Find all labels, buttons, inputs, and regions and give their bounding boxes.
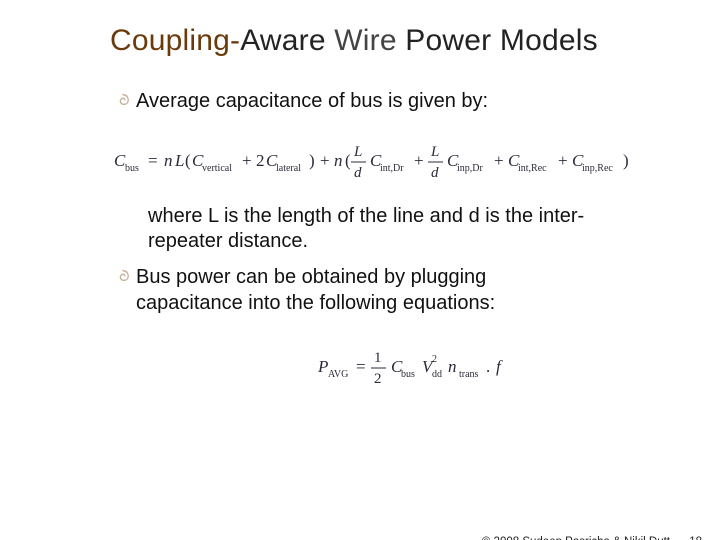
bullet-2: Bus power can be obtained by plugging ca… bbox=[116, 264, 656, 316]
svg-text:bus: bus bbox=[401, 369, 415, 380]
svg-text:dd: dd bbox=[432, 369, 442, 380]
where-line-2: repeater distance. bbox=[148, 230, 308, 252]
svg-text:=: = bbox=[356, 357, 366, 376]
svg-text:+: + bbox=[494, 151, 504, 170]
svg-text:1: 1 bbox=[374, 350, 382, 366]
svg-text:d: d bbox=[431, 165, 439, 181]
svg-text:n: n bbox=[448, 357, 457, 376]
svg-text:(: ( bbox=[345, 151, 351, 170]
svg-text:+: + bbox=[414, 151, 424, 170]
svg-text:L: L bbox=[430, 144, 439, 160]
page-number: 18 bbox=[689, 536, 702, 540]
svg-text:=: = bbox=[148, 151, 158, 170]
slide-title: Coupling-Aware Wire Power Models bbox=[110, 24, 720, 58]
pavg-equation: P AVG = 1 2 C bus V dd 2 n trans . f bbox=[316, 344, 656, 399]
svg-text:2: 2 bbox=[374, 371, 382, 387]
bullet-1: Average capacitance of bus is given by: bbox=[116, 88, 656, 114]
svg-text:d: d bbox=[354, 165, 362, 181]
swirl-icon bbox=[116, 93, 130, 107]
svg-text:n: n bbox=[164, 151, 173, 170]
title-word-5: Models bbox=[500, 24, 598, 57]
svg-text:2: 2 bbox=[256, 151, 265, 170]
svg-text:+: + bbox=[242, 151, 252, 170]
svg-text:L: L bbox=[353, 144, 362, 160]
svg-text:+: + bbox=[320, 151, 330, 170]
svg-text:.: . bbox=[486, 357, 490, 376]
svg-text:f: f bbox=[496, 357, 503, 376]
svg-text:): ) bbox=[309, 151, 315, 170]
bullet-1-text: Average capacitance of bus is given by: bbox=[136, 88, 488, 114]
slide: Coupling-Aware Wire Power Models Average… bbox=[0, 24, 720, 540]
svg-text:bus: bus bbox=[125, 163, 139, 174]
copyright-footer: © 2008 Sudeep Pasricha & Nikil Dutt bbox=[482, 536, 670, 540]
svg-text:+: + bbox=[558, 151, 568, 170]
title-word-4: Power bbox=[405, 24, 491, 57]
svg-text:vertical: vertical bbox=[202, 163, 232, 174]
where-line-1: where L is the length of the line and d … bbox=[148, 205, 584, 227]
svg-text:(: ( bbox=[185, 151, 191, 170]
cbus-equation: C bus = n L ( C vertical + 2 C lateral )… bbox=[110, 138, 656, 186]
svg-text:AVG: AVG bbox=[328, 369, 348, 380]
svg-text:int,Dr: int,Dr bbox=[380, 163, 404, 174]
title-dash: - bbox=[230, 24, 240, 57]
svg-text:inp,Dr: inp,Dr bbox=[457, 163, 484, 174]
svg-text:lateral: lateral bbox=[276, 163, 301, 174]
svg-text:int,Rec: int,Rec bbox=[518, 163, 547, 174]
svg-text:P: P bbox=[317, 357, 328, 376]
svg-text:L: L bbox=[174, 151, 184, 170]
svg-text:n: n bbox=[334, 151, 343, 170]
title-word-3: Wire bbox=[334, 24, 396, 57]
bullet-2-line-2: capacitance into the following equations… bbox=[136, 292, 495, 314]
svg-text:trans: trans bbox=[459, 369, 479, 380]
where-clause: where L is the length of the line and d … bbox=[148, 204, 658, 254]
bullet-2-text: Bus power can be obtained by plugging ca… bbox=[136, 264, 495, 316]
svg-text:): ) bbox=[623, 151, 629, 170]
body: Average capacitance of bus is given by: … bbox=[116, 88, 656, 399]
bullet-2-line-1: Bus power can be obtained by plugging bbox=[136, 266, 486, 288]
svg-text:inp,Rec: inp,Rec bbox=[582, 163, 613, 174]
title-word-2: Aware bbox=[240, 24, 326, 57]
swirl-icon bbox=[116, 269, 130, 283]
svg-text:2: 2 bbox=[432, 354, 437, 365]
title-word-1: Coupling bbox=[110, 24, 230, 57]
title-wrap: Coupling-Aware Wire Power Models bbox=[110, 24, 720, 58]
